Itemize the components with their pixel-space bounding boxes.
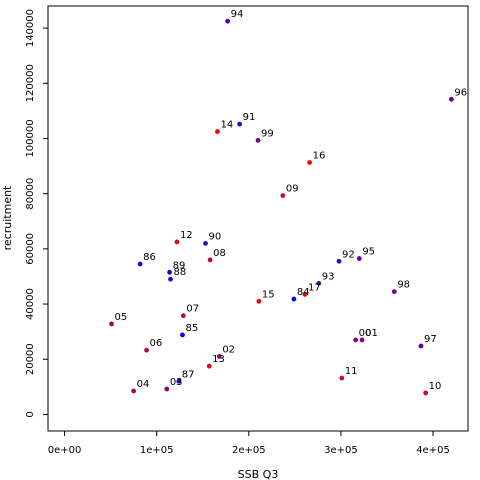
data-point xyxy=(174,239,180,245)
point-label: 90 xyxy=(209,231,222,242)
point-label: 16 xyxy=(313,150,326,161)
point-label: 09 xyxy=(286,184,299,195)
point-label: 06 xyxy=(150,338,163,349)
y-tick-label: 60000 xyxy=(25,233,36,265)
point-label: 99 xyxy=(261,128,274,139)
x-tick-label: 1e+05 xyxy=(140,445,174,456)
data-point xyxy=(339,375,345,381)
data-point xyxy=(109,321,114,327)
point-label: 08 xyxy=(213,248,226,259)
x-tick-label: 4e+05 xyxy=(416,445,450,456)
point-label: 94 xyxy=(231,9,244,20)
data-point xyxy=(307,160,312,165)
point-label: 88 xyxy=(174,267,187,278)
y-tick-label: 20000 xyxy=(25,343,36,375)
y-axis-title: recruitment xyxy=(1,185,14,250)
data-point xyxy=(255,137,261,143)
data-point xyxy=(203,240,208,246)
point-label: 13 xyxy=(212,354,225,365)
point-label: 15 xyxy=(262,289,275,300)
x-axis: 0e+00 1e+05 2e+05 3e+05 4e+05 xyxy=(48,431,450,456)
y-tick-label: 140000 xyxy=(25,9,36,47)
data-point xyxy=(423,390,429,396)
point-label: 00 xyxy=(359,328,372,339)
point-label: 14 xyxy=(220,120,233,131)
data-point xyxy=(336,258,342,264)
point-label: 98 xyxy=(397,280,410,291)
point-label: 97 xyxy=(424,334,437,345)
data-point xyxy=(302,291,308,297)
data-point xyxy=(237,121,242,127)
data-point xyxy=(316,280,322,286)
data-point xyxy=(356,256,362,261)
data-point xyxy=(280,193,286,198)
y-tick-label: 0 xyxy=(25,411,36,417)
data-point xyxy=(449,96,454,102)
point-label: 10 xyxy=(429,381,442,392)
x-tick-label: 2e+05 xyxy=(232,445,266,456)
point-label: 03 xyxy=(170,377,183,388)
data-point xyxy=(180,313,186,319)
data-point xyxy=(353,337,359,343)
point-label: 95 xyxy=(362,247,375,258)
data-point xyxy=(176,378,182,384)
data-point xyxy=(256,298,262,304)
y-tick-label: 100000 xyxy=(25,119,36,157)
point-label: 02 xyxy=(222,344,235,355)
point-label: 01 xyxy=(365,328,378,339)
data-point xyxy=(137,261,143,267)
data-point xyxy=(164,386,170,392)
point-label: 17 xyxy=(308,282,321,293)
point-label: 93 xyxy=(322,271,335,282)
x-axis-title: SSB Q3 xyxy=(238,468,279,480)
data-point xyxy=(144,347,149,353)
point-label: 05 xyxy=(115,312,128,323)
data-point xyxy=(180,332,185,338)
point-label: 86 xyxy=(143,252,156,263)
data-point xyxy=(206,363,212,369)
point-label: 85 xyxy=(185,323,198,334)
x-tick-label: 0e+00 xyxy=(48,445,82,456)
data-points xyxy=(109,18,454,396)
data-point xyxy=(215,129,220,134)
y-tick-label: 80000 xyxy=(25,178,36,210)
point-label: 11 xyxy=(345,366,358,377)
point-label: 89 xyxy=(173,260,186,271)
x-tick-label: 3e+05 xyxy=(324,445,358,456)
data-point xyxy=(207,257,213,263)
y-tick-label: 40000 xyxy=(25,288,36,320)
data-point xyxy=(216,354,222,359)
point-label: 91 xyxy=(243,112,256,123)
point-label: 87 xyxy=(182,369,195,380)
point-label: 04 xyxy=(137,379,150,390)
point-label: 07 xyxy=(186,304,199,315)
data-point xyxy=(167,269,172,275)
data-point xyxy=(131,388,137,394)
data-point xyxy=(225,18,231,24)
plot-frame xyxy=(47,5,469,432)
data-point xyxy=(418,343,424,349)
data-point xyxy=(168,276,173,282)
data-point xyxy=(359,337,365,343)
data-point xyxy=(291,296,297,302)
point-label: 96 xyxy=(454,87,467,98)
point-label: 12 xyxy=(180,230,193,241)
y-axis: 0 20000 40000 60000 80000 100000 120000 140000 xyxy=(25,9,48,418)
data-point xyxy=(391,289,397,295)
y-tick-label: 120000 xyxy=(25,64,36,102)
point-label: 92 xyxy=(342,249,355,260)
point-label: 84 xyxy=(297,287,310,298)
